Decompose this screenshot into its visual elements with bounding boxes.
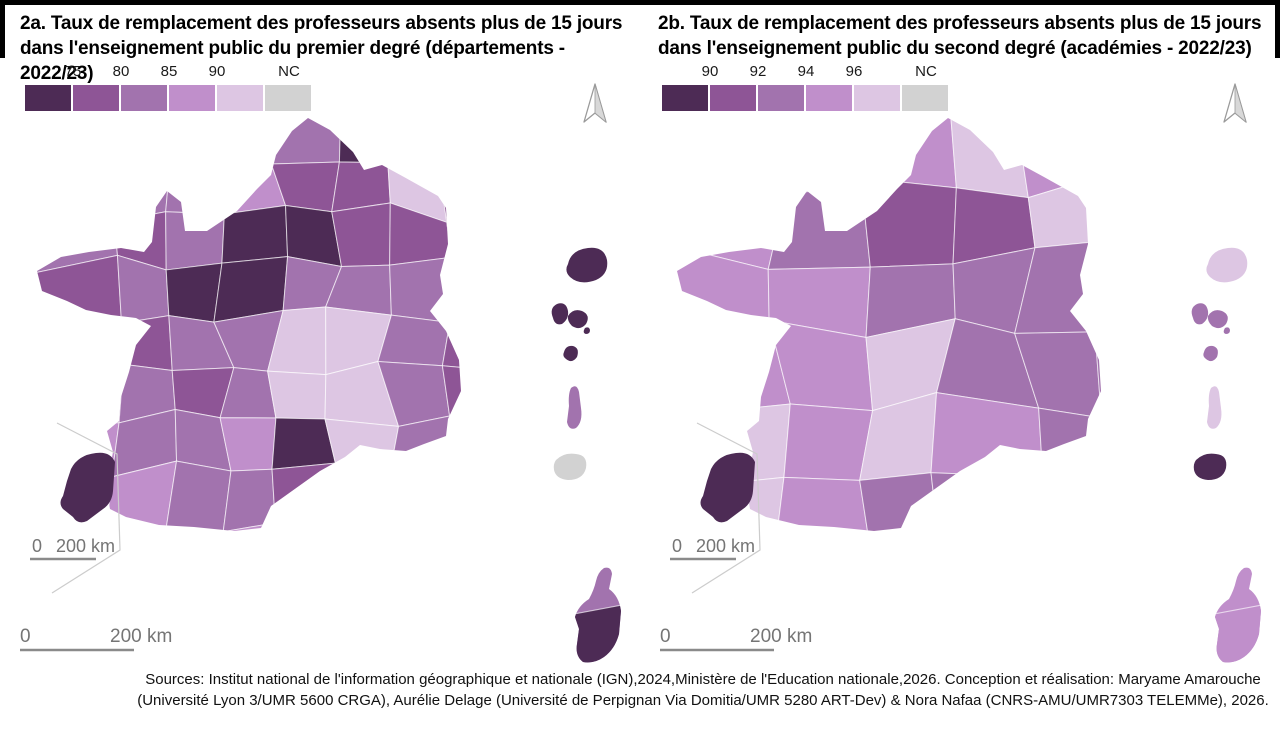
guyane-inset [700, 452, 755, 523]
island-reunion [566, 247, 608, 283]
bottom-scale-zero: 0 [660, 626, 671, 647]
legend-label: 90 [208, 63, 226, 80]
legend-label-nc: NC [915, 63, 937, 80]
inset-frame [51, 422, 121, 594]
legend-left-swatches [25, 85, 325, 111]
legend-swatch-nc [265, 85, 311, 111]
legend-swatch-5 [217, 85, 263, 111]
guyane-inset [60, 452, 115, 523]
island-mayotte [1207, 386, 1222, 429]
sources-line2: (Université Lyon 3/UMR 5600 CRGA), Aurél… [137, 692, 1269, 709]
island-overseas-5 [1193, 453, 1227, 480]
legend-label: 94 [797, 63, 815, 80]
legend-swatch-1 [25, 85, 71, 111]
legend-right: 90 92 94 96 NC [662, 63, 962, 113]
island-guadeloupe [1191, 303, 1230, 334]
legend-swatch-4 [806, 85, 852, 111]
map-title-left-line2: dans l'enseignement public du premier de… [20, 38, 565, 84]
island-mayotte [567, 386, 582, 429]
map-title-left: 2a. Taux de remplacement des professeurs… [20, 11, 636, 86]
legend-label: 80 [112, 63, 130, 80]
region-cells [37, 118, 461, 531]
legend-label: 96 [845, 63, 863, 80]
legend-swatch-2 [710, 85, 756, 111]
island-martinique [563, 345, 578, 362]
island-martinique [1203, 345, 1218, 362]
inset-scale-zero: 0 [32, 536, 42, 556]
legend-right-swatches [662, 85, 962, 111]
island-overseas-5 [553, 453, 587, 480]
figure-border-top [0, 0, 1280, 5]
legend-swatch-1 [662, 85, 708, 111]
bottom-scale-label: 200 km [750, 626, 812, 647]
map-title-right: 2b. Taux de remplacement des professeurs… [658, 11, 1274, 61]
legend-swatch-3 [121, 85, 167, 111]
inset-scale-label: 200 km [56, 536, 115, 556]
legend-left-labels: 75 80 85 90 NC [25, 63, 325, 83]
island-reunion [1206, 247, 1248, 283]
island-guadeloupe [551, 303, 590, 334]
legend-swatch-nc [902, 85, 948, 111]
legend-label-nc: NC [278, 63, 300, 80]
legend-label: 92 [749, 63, 767, 80]
legend-swatch-2 [73, 85, 119, 111]
legend-left: 75 80 85 90 NC [25, 63, 325, 113]
map-title-right-line1: 2b. Taux de remplacement des professeurs… [658, 13, 1262, 34]
legend-label: 90 [701, 63, 719, 80]
map-title-left-line1: 2a. Taux de remplacement des professeurs… [20, 13, 623, 34]
figure-border-left [0, 0, 5, 58]
legend-right-labels: 90 92 94 96 NC [662, 63, 962, 83]
region-cells [677, 118, 1101, 531]
sources-line1: Sources: Institut national de l'informat… [145, 671, 1261, 688]
bottom-scale-label: 200 km [110, 626, 172, 647]
legend-label: 75 [64, 63, 82, 80]
legend-swatch-3 [758, 85, 804, 111]
inset-scale-zero: 0 [672, 536, 682, 556]
bottom-scale-zero: 0 [20, 626, 31, 647]
legend-swatch-5 [854, 85, 900, 111]
inset-scale-label: 200 km [696, 536, 755, 556]
choropleth-map-departements: 0 200 km 0 200 km [20, 83, 621, 663]
legend-label: 85 [160, 63, 178, 80]
choropleth-map-academies: 0 200 km 0 200 km [660, 83, 1261, 663]
sources-credit: Sources: Institut national de l'informat… [130, 669, 1276, 711]
map-title-right-line2: dans l'enseignement public du second deg… [658, 38, 1252, 59]
figure-border-right [1275, 0, 1280, 58]
legend-swatch-4 [169, 85, 215, 111]
inset-frame [691, 422, 761, 594]
